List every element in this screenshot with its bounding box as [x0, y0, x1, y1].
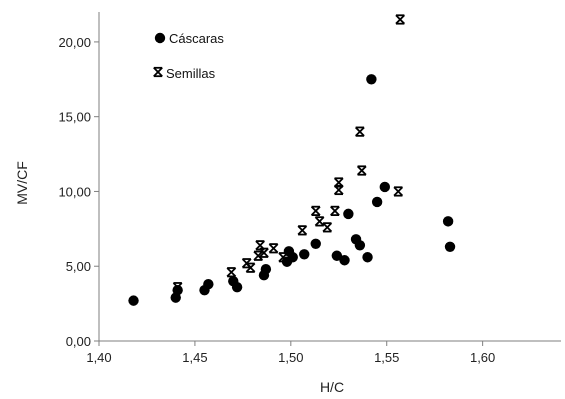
data-point-semillas	[315, 217, 323, 225]
x-axis-ticks: 1,40 1,45 1,50 1,55 1,60	[86, 341, 495, 365]
data-point-cascaras	[288, 252, 298, 262]
y-tick-label: 0,00	[66, 334, 91, 349]
data-point-semillas	[323, 223, 331, 231]
x-tick-label: 1,60	[470, 350, 495, 365]
data-point-semillas	[358, 166, 366, 174]
data-point-semillas	[227, 268, 235, 276]
y-tick-label: 5,00	[66, 259, 91, 274]
data-point-cascaras	[339, 255, 349, 265]
data-point-semillas	[269, 244, 277, 252]
data-point-cascaras	[343, 209, 353, 219]
data-point-cascaras	[261, 264, 271, 274]
data-point-cascaras	[362, 252, 372, 262]
x-tick-label: 1,45	[182, 350, 207, 365]
y-tick-label: 10,00	[58, 184, 91, 199]
axes	[99, 12, 561, 341]
x-tick-label: 1,40	[86, 350, 111, 365]
data-point-cascaras	[355, 240, 365, 250]
x-tick-label: 1,50	[278, 350, 303, 365]
data-point-cascaras	[203, 279, 213, 289]
y-axis-ticks: 0,00 5,00 10,00 15,00 20,00	[58, 35, 99, 349]
data-point-cascaras	[128, 295, 138, 305]
data-point-semillas	[356, 127, 364, 135]
legend-label-cascaras: Cáscaras	[169, 31, 224, 46]
data-point-semillas	[331, 207, 339, 215]
y-axis-title: MV/CF	[14, 161, 30, 205]
data-point-cascaras	[366, 74, 376, 84]
data-point-cascaras	[372, 197, 382, 207]
data-point-cascaras	[445, 242, 455, 252]
legend-marker-cascaras	[155, 33, 165, 43]
x-axis-title: H/C	[320, 379, 344, 395]
data-point-cascaras	[443, 216, 453, 226]
legend-label-semillas: Semillas	[166, 66, 216, 81]
y-tick-label: 20,00	[58, 35, 91, 50]
data-point-semillas	[298, 226, 306, 234]
data-points	[128, 15, 455, 306]
data-point-cascaras	[232, 282, 242, 292]
legend-marker-semillas	[154, 68, 162, 76]
data-point-semillas	[394, 187, 402, 195]
y-tick-label: 15,00	[58, 110, 91, 125]
semillas-symbol	[154, 68, 162, 76]
legend: Cáscaras Semillas	[154, 31, 225, 81]
x-tick-label: 1,55	[374, 350, 399, 365]
data-point-cascaras	[380, 182, 390, 192]
data-point-cascaras	[311, 239, 321, 249]
data-point-cascaras	[299, 249, 309, 259]
data-point-semillas	[396, 15, 404, 23]
data-point-semillas	[312, 207, 320, 215]
